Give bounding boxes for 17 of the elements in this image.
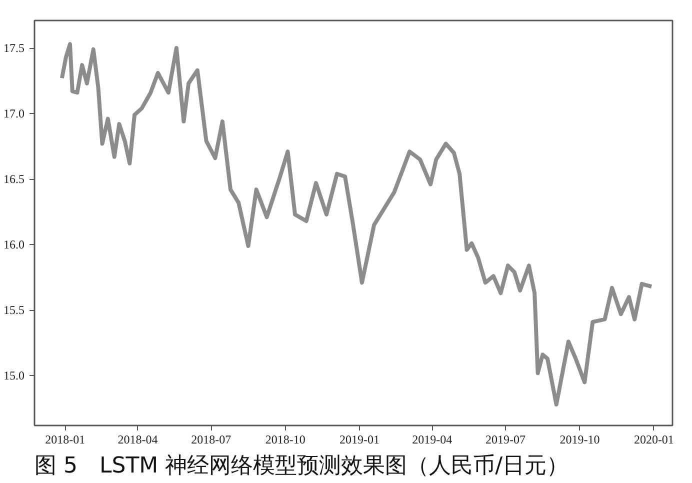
x-tick-label: 2018-04 [118, 432, 158, 446]
x-tick-label: 2018-01 [45, 432, 86, 446]
x-tick-label: 2019-10 [560, 432, 600, 446]
x-tick-label: 2019-07 [486, 432, 526, 446]
y-tick-label: 15.5 [4, 303, 24, 318]
y-tick-label: 17.0 [4, 106, 24, 121]
y-tick-label: 17.5 [4, 41, 24, 56]
x-tick-label: 2020-01 [634, 432, 674, 446]
y-tick-label: 15.0 [4, 368, 24, 383]
x-tick-label: 2019-01 [340, 432, 380, 446]
text: 图 5 LSTM 神经网络模型预测效果图（人民币/日元） [34, 454, 569, 478]
line-series [60, 42, 654, 407]
y-tick-label: 16.0 [4, 238, 24, 252]
x-tick-label: 2019-04 [412, 432, 452, 446]
y-tick-label: 16.5 [4, 172, 24, 186]
x-tick-label: 2018-07 [191, 432, 232, 446]
x-tick-label: 2018-10 [265, 432, 306, 446]
